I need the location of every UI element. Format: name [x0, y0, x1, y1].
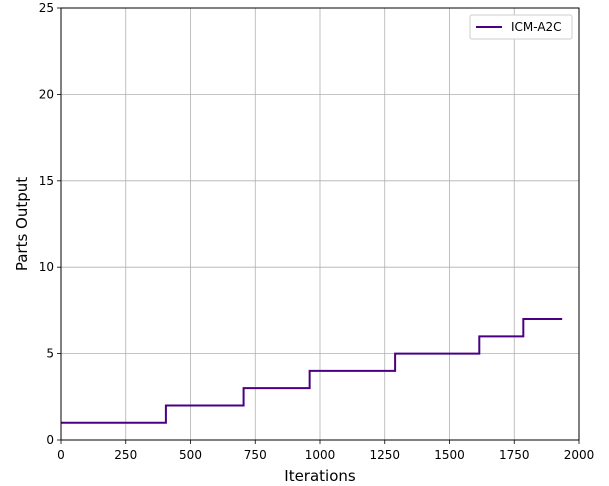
legend: ICM-A2C	[469, 14, 573, 40]
y-tick-label-0: 0	[46, 433, 54, 447]
y-axis: 0 5 10 15 20 25	[39, 1, 61, 447]
x-axis: 0 250 500 750 1000 1250 1500 1750 2000	[57, 440, 594, 462]
x-tick-label-6: 1500	[434, 448, 465, 462]
x-tick-label-3: 750	[244, 448, 267, 462]
x-tick-label-7: 1750	[499, 448, 530, 462]
y-tick-label-4: 20	[39, 87, 54, 101]
series-line-0	[61, 318, 563, 424]
y-tick-label-3: 15	[39, 174, 54, 188]
x-tick-label-8: 2000	[564, 448, 595, 462]
y-axis-label: Parts Output	[13, 177, 31, 271]
x-tick-label-2: 500	[179, 448, 202, 462]
y-tick-label-1: 5	[46, 347, 54, 361]
grid	[60, 7, 580, 441]
x-tick-label-4: 1000	[305, 448, 336, 462]
x-axis-label: Iterations	[284, 467, 356, 485]
x-tick-label-1: 250	[114, 448, 137, 462]
legend-entry-label: ICM-A2C	[511, 20, 562, 34]
x-tick-label-5: 1250	[369, 448, 400, 462]
series-layer	[61, 318, 563, 424]
y-tick-label-5: 25	[39, 1, 54, 15]
y-tick-label-2: 10	[39, 260, 54, 274]
x-tick-label-0: 0	[57, 448, 65, 462]
legend-box	[469, 14, 573, 40]
